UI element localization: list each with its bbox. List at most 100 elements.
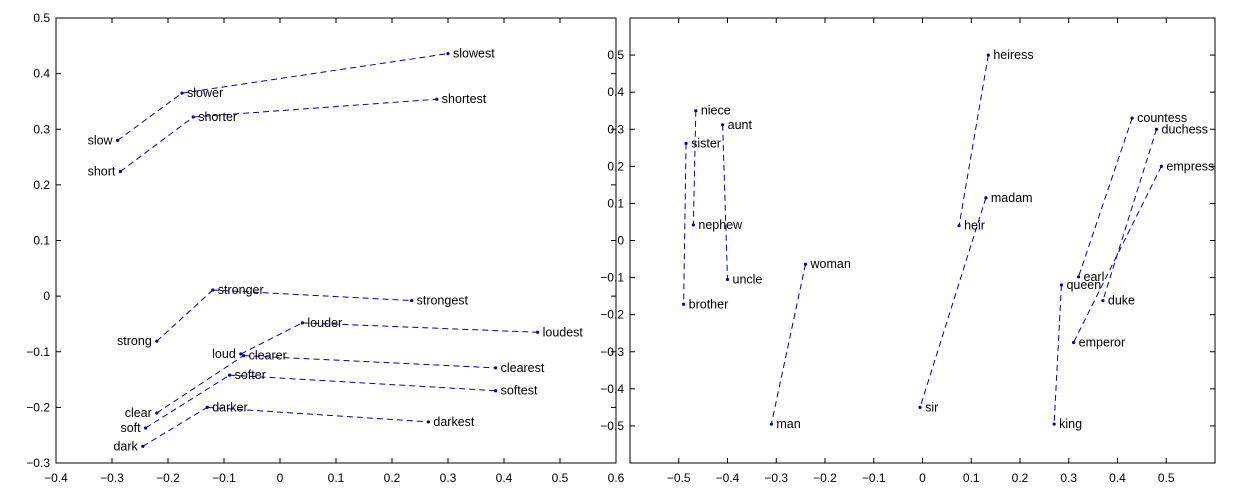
pair-line-shorter-shortest	[193, 98, 437, 118]
point-label-stronger: stronger	[218, 283, 264, 297]
point-label-countess: countess	[1137, 111, 1187, 125]
pair-line-niece-nephew	[692, 110, 697, 225]
point-label-woman: woman	[810, 257, 851, 271]
point-niece	[694, 109, 698, 113]
point-short	[118, 169, 122, 174]
x-tick-label: 0.5	[552, 471, 569, 485]
x-tick-label: 0.2	[384, 471, 401, 485]
point-loud	[239, 352, 243, 356]
point-label-slower: slower	[187, 86, 223, 100]
pair-line-sister-brother	[683, 143, 687, 305]
x-tick-label: 0.3	[1060, 471, 1077, 485]
point-louder	[300, 321, 304, 325]
x-tick-label: −0.2	[813, 471, 837, 485]
x-tick-label: −0.1	[862, 471, 886, 485]
y-tick-label: 0.5	[33, 11, 50, 25]
point-brother	[682, 302, 686, 306]
x-tick-label: 0.6	[608, 471, 625, 485]
point-shortest	[435, 97, 439, 101]
point-label-duke: duke	[1108, 294, 1135, 308]
point-madam	[984, 196, 988, 200]
point-label-duchess: duchess	[1162, 122, 1209, 136]
point-sir	[918, 405, 922, 409]
pair-line-aunt-uncle	[722, 124, 728, 280]
y-tick-label: −0.3	[26, 456, 50, 470]
point-label-uncle: uncle	[733, 272, 763, 286]
point-label-loud: loud	[212, 347, 236, 361]
pair-line-dark-darker	[142, 406, 208, 447]
point-slower	[180, 91, 184, 95]
point-empress	[1159, 164, 1163, 168]
point-label-strongest: strongest	[417, 294, 469, 308]
point-label-clearest: clearest	[501, 361, 545, 375]
pair-line-clear-clearer	[156, 355, 244, 414]
point-label-soft: soft	[120, 421, 141, 435]
point-label-queen: queen	[1066, 278, 1101, 292]
y-tick-label: 0.5	[607, 48, 624, 62]
y-tick-label: −0.2	[600, 308, 624, 322]
point-label-shortest: shortest	[442, 92, 487, 106]
point-emperor	[1072, 340, 1076, 345]
point-softest	[494, 389, 498, 393]
point-dark	[141, 444, 145, 448]
point-queen	[1059, 283, 1064, 287]
point-label-clearer: clearer	[249, 349, 287, 363]
point-label-clear: clear	[125, 406, 152, 420]
x-tick-label: −0.3	[100, 471, 124, 485]
x-tick-label: 0.1	[328, 471, 345, 485]
pair-line-woman-man	[770, 264, 806, 425]
point-label-softest: softest	[501, 384, 538, 398]
plot-frame	[629, 17, 1216, 464]
x-tick-label: 0	[919, 471, 926, 485]
pair-line-short-shorter	[120, 116, 194, 172]
point-label-heir: heir	[964, 219, 985, 233]
point-strongest	[410, 298, 414, 303]
y-tick-label: 0	[43, 289, 50, 303]
point-label-brother: brother	[689, 297, 729, 311]
y-tick-label: 0.4	[33, 67, 50, 81]
point-label-loudest: loudest	[543, 325, 584, 339]
chart-gender-pairs: −0.5 −0.4 −0.3 −0.2 −0.1 0 0.1 0.2 0.3 0.4 0.5 −0.5…	[600, 17, 1216, 485]
point-heir	[957, 224, 961, 228]
point-label-nephew: nephew	[698, 218, 743, 232]
point-label-emperor: emperor	[1079, 335, 1126, 349]
point-label-louder: louder	[307, 316, 342, 330]
point-strong	[155, 339, 159, 343]
chart-comparatives: −0.4 −0.3 −0.2 −0.1 0 0.1 0.2 0.3 0.4 0.5 0.6 −0.3 −…	[26, 11, 624, 485]
point-label-darkest: darkest	[433, 415, 475, 429]
pair-line-queen-king	[1053, 284, 1062, 425]
pair-line-empress-emperor	[1073, 166, 1162, 343]
point-label-shorter: shorter	[198, 110, 237, 124]
x-tick-label: −0.1	[212, 471, 236, 485]
x-tick-label: 0.3	[440, 471, 457, 485]
x-tick-label: 0.5	[1158, 471, 1175, 485]
point-nephew	[691, 223, 695, 227]
y-tick-label: −0.4	[600, 382, 624, 396]
y-tick-label: −0.2	[26, 400, 50, 414]
point-earl	[1076, 275, 1081, 279]
pair-line-slow-slower	[117, 92, 183, 141]
y-tick-label: 0.3	[607, 122, 624, 136]
x-tick-label: 0.4	[496, 471, 513, 485]
x-tick-label: −0.2	[156, 471, 180, 485]
y-tick-label: 0.4	[607, 85, 624, 99]
pair-line-loud-louder	[240, 322, 303, 355]
point-clearest	[494, 366, 498, 370]
pair-line-stronger-strongest	[212, 289, 412, 302]
y-tick-label: −0.5	[600, 419, 624, 433]
point-duke	[1101, 298, 1105, 303]
pair-line-soft-softer	[145, 374, 230, 429]
point-label-softer: softer	[235, 368, 266, 382]
point-label-aunt: aunt	[728, 118, 753, 132]
x-tick-label: 0.4	[1109, 471, 1126, 485]
point-slow	[116, 138, 120, 142]
point-darker	[205, 405, 209, 409]
point-label-dark: dark	[113, 439, 138, 453]
pair-line-clearer-clearest	[243, 355, 496, 369]
pair-line-darker-darkest	[207, 406, 429, 423]
point-label-king: king	[1059, 417, 1082, 431]
point-label-strong: strong	[117, 334, 152, 348]
point-clearer	[242, 354, 246, 358]
point-softer	[228, 373, 232, 377]
pair-line-softer-softest	[229, 374, 496, 392]
